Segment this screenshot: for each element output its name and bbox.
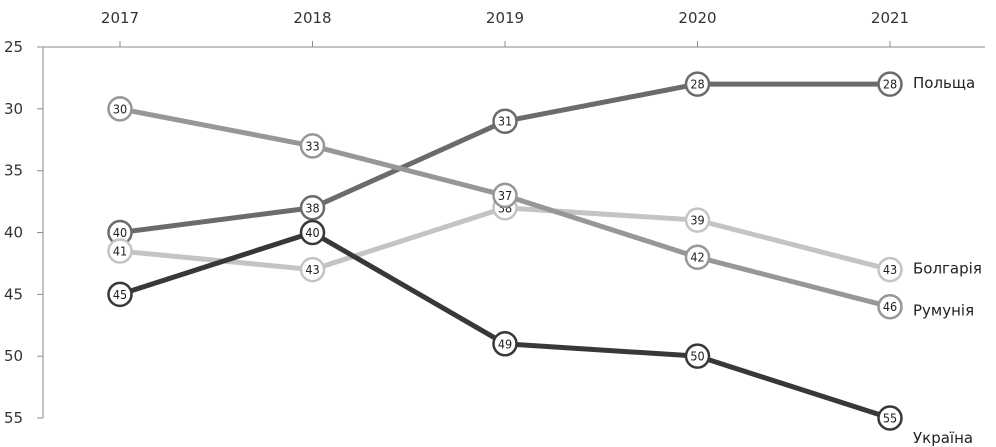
data-point bbox=[877, 405, 903, 431]
data-label: 55 bbox=[883, 411, 897, 426]
data-point bbox=[299, 256, 326, 283]
data-label: 40 bbox=[113, 225, 127, 240]
data-label: 33 bbox=[305, 138, 319, 153]
data-label: 38 bbox=[305, 200, 319, 215]
x-tick-label: 2018 bbox=[293, 9, 331, 27]
series-labels: Польща Болгарія Румунія Україна bbox=[913, 74, 982, 447]
data-point bbox=[877, 256, 903, 283]
y-tick-label: 30 bbox=[4, 100, 23, 118]
data-label: 43 bbox=[305, 262, 319, 277]
series-name-label: Польща bbox=[913, 74, 975, 92]
data-point bbox=[684, 207, 711, 233]
data-point bbox=[684, 244, 711, 270]
data-label: 50 bbox=[690, 349, 704, 364]
series-lines bbox=[117, 81, 893, 421]
series-name-label: Румунія bbox=[913, 302, 974, 320]
data-point bbox=[107, 281, 133, 308]
y-tick-label: 40 bbox=[4, 224, 23, 242]
data-label: 37 bbox=[498, 188, 512, 203]
x-tick-label: 2017 bbox=[101, 9, 139, 27]
axes: 2017 2018 2019 2020 2021 25 30 35 40 45 50 55 bbox=[4, 9, 985, 427]
data-point bbox=[299, 219, 326, 246]
data-point bbox=[299, 195, 326, 221]
x-tick-label: 2019 bbox=[486, 9, 524, 27]
data-label: 28 bbox=[883, 77, 897, 92]
data-label: 41 bbox=[113, 244, 127, 259]
y-tick-label: 25 bbox=[4, 38, 23, 56]
data-label: 45 bbox=[113, 287, 127, 302]
data-point bbox=[877, 71, 903, 97]
data-label: 46 bbox=[883, 299, 897, 314]
data-point bbox=[107, 238, 133, 264]
x-tick-label: 2020 bbox=[678, 9, 716, 27]
data-label: 30 bbox=[113, 101, 127, 116]
series-name-label: Україна bbox=[913, 429, 973, 447]
data-point bbox=[684, 343, 711, 369]
data-point bbox=[492, 331, 518, 357]
data-point bbox=[492, 108, 518, 134]
data-point bbox=[684, 71, 711, 97]
y-tick-label: 55 bbox=[4, 409, 23, 427]
data-label: 49 bbox=[498, 336, 512, 351]
y-tick-label: 50 bbox=[4, 347, 23, 365]
data-point bbox=[107, 96, 133, 122]
data-markers: 4038312828414338394330333742464540495055 bbox=[107, 71, 903, 431]
data-label: 42 bbox=[690, 250, 704, 265]
x-tick-label: 2021 bbox=[871, 9, 909, 27]
data-point bbox=[492, 182, 518, 209]
data-label: 28 bbox=[690, 77, 704, 92]
data-point bbox=[299, 133, 326, 159]
series-name-label: Болгарія bbox=[913, 260, 982, 278]
data-point bbox=[877, 293, 903, 320]
y-tick-label: 45 bbox=[4, 285, 23, 303]
data-label: 40 bbox=[305, 225, 319, 240]
data-label: 31 bbox=[498, 114, 512, 129]
data-label: 43 bbox=[883, 262, 897, 277]
y-tick-label: 35 bbox=[4, 162, 23, 180]
data-label: 39 bbox=[690, 213, 704, 228]
